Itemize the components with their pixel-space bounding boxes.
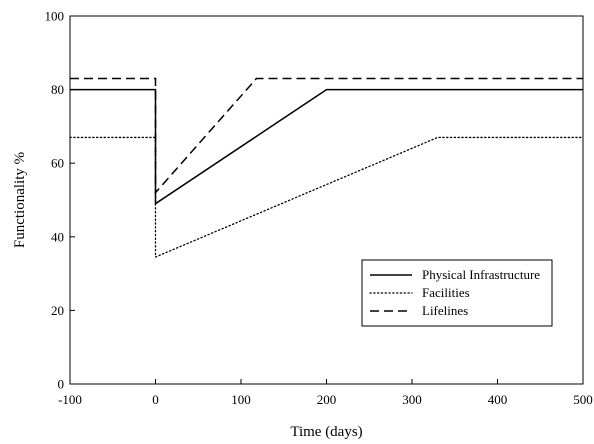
y-tick-label: 60 — [51, 156, 64, 171]
x-tick-label: 300 — [402, 392, 422, 407]
legend-label: Lifelines — [422, 303, 468, 318]
legend-label: Facilities — [422, 285, 470, 300]
y-tick-label: 0 — [58, 377, 65, 392]
y-tick-label: 40 — [51, 229, 64, 244]
y-tick-label: 20 — [51, 303, 64, 318]
series-line-physical-infrastructure — [70, 88, 583, 206]
series-line-facilities — [69, 136, 584, 259]
x-tick-label: 500 — [573, 392, 593, 407]
legend: Physical Infrastructure Facilities Lifelin… — [361, 259, 553, 327]
x-tick-label: -100 — [58, 392, 82, 407]
x-axis-title: Time (days) — [290, 424, 362, 440]
y-tick-label: 80 — [51, 82, 64, 97]
plot-frame — [69, 15, 584, 385]
y-tick-label: 100 — [45, 9, 65, 24]
legend-label: Physical Infrastructure — [422, 267, 540, 282]
x-tick-label: 0 — [152, 392, 159, 407]
x-axis: -100 0 100 200 300 400 500 — [58, 379, 593, 407]
x-tick-label: 400 — [488, 392, 508, 407]
y-axis: 0 20 40 60 80 100 — [45, 9, 75, 392]
plot-area — [69, 15, 584, 385]
x-tick-label: 200 — [317, 392, 337, 407]
series-lines — [69, 77, 584, 259]
x-tick-label: 100 — [231, 392, 251, 407]
y-axis-title: Functionality % — [12, 152, 28, 248]
series-line-lifelines — [70, 77, 583, 195]
